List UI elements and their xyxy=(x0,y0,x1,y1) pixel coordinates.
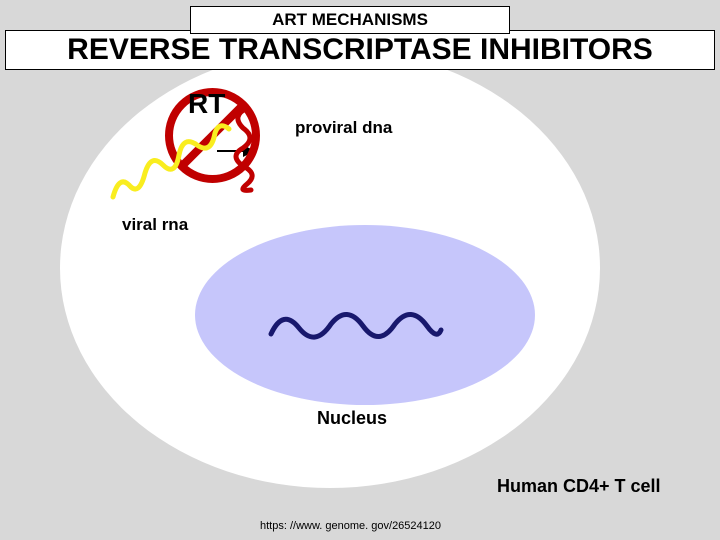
source-url-label: https: //www. genome. gov/26524120 xyxy=(260,520,441,532)
rt-label: RT xyxy=(188,88,225,120)
title-box-top: ART MECHANISMS xyxy=(190,6,510,34)
viral-rna-strand xyxy=(105,115,235,205)
title-main-text: REVERSE TRANSCRIPTASE INHIBITORS xyxy=(67,33,653,67)
proviral-dna-label: proviral dna xyxy=(295,118,392,138)
title-box-main: REVERSE TRANSCRIPTASE INHIBITORS xyxy=(5,30,715,70)
nucleus-dna-strand xyxy=(265,300,445,350)
cell-label: Human CD4+ T cell xyxy=(497,476,661,497)
proviral-dna-strand xyxy=(225,102,295,192)
nucleus-label: Nucleus xyxy=(317,408,387,429)
title-top-text: ART MECHANISMS xyxy=(272,10,428,30)
viral-rna-label: viral rna xyxy=(122,215,188,235)
